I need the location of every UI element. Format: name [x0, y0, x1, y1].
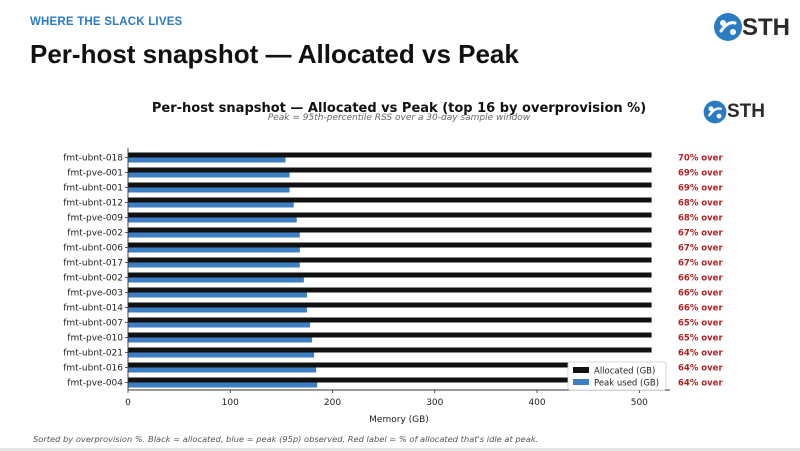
host-tick-label: fmt-ubnt-001 [63, 184, 123, 194]
allocated-bar [128, 152, 652, 158]
host-tick-label: fmt-ubnt-017 [63, 259, 123, 269]
peak-bar [128, 307, 307, 313]
peak-bar [128, 187, 290, 193]
host-tick-label: fmt-pve-004 [67, 379, 123, 389]
x-axis-label: Memory (GB) [369, 415, 429, 425]
overprovision-label: 64% over [678, 364, 723, 374]
x-tick-label: 0 [125, 398, 131, 408]
peak-bar [128, 292, 307, 298]
overprovision-label: 67% over [678, 259, 723, 269]
x-tick-label: 200 [324, 398, 341, 408]
host-tick-label: fmt-pve-001 [67, 169, 123, 179]
logo-mark-icon [714, 13, 742, 41]
allocated-bar [128, 377, 652, 383]
allocated-bar [128, 287, 652, 293]
x-tick-label: 100 [222, 398, 239, 408]
allocated-bar [128, 167, 652, 173]
chart-logo: STH [702, 99, 765, 130]
section-tagline: WHERE THE SLACK LIVES [30, 16, 183, 28]
peak-bar [128, 367, 317, 373]
host-tick-label: fmt-pve-003 [67, 289, 123, 299]
allocated-bar [128, 197, 652, 203]
allocated-bar [128, 212, 652, 218]
chart-logo-text: STH [727, 101, 765, 122]
peak-bar [128, 217, 297, 223]
host-tick-label: fmt-ubnt-018 [63, 154, 123, 164]
legend-entry: Peak used (GB) [594, 379, 659, 389]
peak-bar [128, 382, 318, 388]
overprovision-label: 69% over [678, 184, 723, 194]
host-tick-label: fmt-ubnt-002 [63, 274, 123, 284]
allocated-bar [128, 332, 652, 338]
overprovision-label: 64% over [678, 379, 723, 389]
peak-bar [128, 322, 311, 328]
legend-box [567, 361, 667, 391]
peak-bar [128, 277, 304, 283]
overprovision-label: 64% over [678, 349, 723, 359]
host-tick-label: fmt-ubnt-014 [63, 304, 123, 314]
host-tick-label: fmt-ubnt-006 [63, 244, 123, 254]
peak-bar [128, 232, 300, 238]
x-tick-label: 500 [631, 398, 648, 408]
peak-bar [128, 172, 290, 178]
overprovision-label: 66% over [678, 304, 723, 314]
brand-logo: STH [712, 11, 790, 48]
peak-bar [128, 262, 300, 268]
host-tick-label: fmt-pve-002 [67, 229, 123, 239]
peak-bar [128, 337, 313, 343]
logo-text: STH [742, 14, 790, 41]
host-tick-label: fmt-ubnt-012 [63, 199, 123, 209]
allocated-bar [128, 242, 652, 248]
x-tick-label: 400 [528, 398, 545, 408]
host-tick-label: fmt-pve-010 [67, 334, 123, 344]
chart-subtitle: Peak = 95th-percentile RSS over a 30-day… [267, 113, 531, 123]
chart-footnote: Sorted by overprovision %. Black = alloc… [33, 434, 539, 444]
allocated-bar [128, 302, 652, 308]
allocated-bar [128, 182, 652, 188]
host-tick-label: fmt-ubnt-021 [63, 349, 123, 359]
overprovision-label: 67% over [678, 229, 723, 239]
host-tick-label: fmt-pve-009 [67, 214, 123, 224]
slide-title: Per-host snapshot — Allocated vs Peak [30, 39, 519, 69]
overprovision-label: 66% over [678, 289, 723, 299]
overprovision-label: 65% over [678, 319, 723, 329]
allocated-bar [128, 347, 652, 353]
legend-entry: Allocated (GB) [594, 367, 655, 377]
overprovision-label: 68% over [678, 199, 723, 209]
overprovision-label: 70% over [678, 154, 723, 164]
allocated-bar [128, 362, 652, 368]
legend-swatch [573, 367, 589, 373]
allocated-bar [128, 317, 652, 323]
peak-bar [128, 202, 294, 208]
chart-logo-mark-icon [703, 100, 727, 124]
host-tick-label: fmt-ubnt-016 [63, 364, 123, 374]
x-tick-label: 300 [426, 398, 443, 408]
peak-bar [128, 352, 315, 358]
overprovision-label: 67% over [678, 244, 723, 254]
allocated-bar [128, 227, 652, 233]
allocated-bar [128, 272, 652, 278]
peak-bar [128, 247, 300, 253]
overprovision-label: 65% over [678, 334, 723, 344]
host-tick-label: fmt-ubnt-007 [63, 319, 123, 329]
overprovision-label: 66% over [678, 274, 723, 284]
overprovision-label: 69% over [678, 169, 723, 179]
legend-swatch [573, 379, 589, 385]
peak-bar [128, 157, 286, 163]
overprovision-label: 68% over [678, 214, 723, 224]
chart-title: Per-host snapshot — Allocated vs Peak (t… [151, 101, 647, 116]
bottom-divider [0, 448, 800, 451]
allocated-bar [128, 257, 652, 263]
